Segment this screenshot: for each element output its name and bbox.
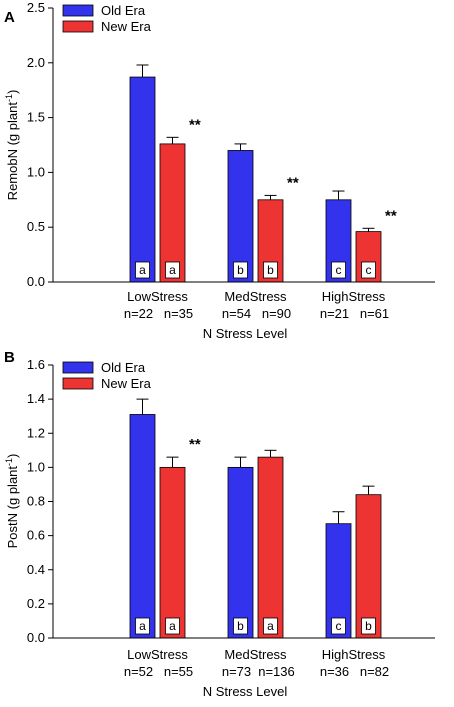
panel-letter: A [4, 9, 15, 26]
letter-box [331, 261, 346, 279]
category-label: HighStress [322, 289, 386, 304]
letter-box [263, 261, 278, 279]
letter-label: a [139, 619, 146, 633]
y-tick-label: 2.5 [27, 0, 45, 15]
letter-label: b [237, 263, 244, 277]
y-tick-label: 1.0 [27, 164, 45, 179]
y-tick-label: 1.4 [27, 391, 45, 406]
letter-label: b [237, 619, 244, 633]
legend-swatch-new [62, 377, 94, 390]
letter-label: c [366, 263, 372, 277]
letter-box [233, 617, 248, 635]
letter-box [233, 261, 248, 279]
bar-old-lowstress [129, 414, 156, 639]
n-label: n=90 [262, 306, 291, 321]
panel-letter: B [4, 349, 15, 366]
y-tick-label: 0.0 [27, 274, 45, 289]
letter-box [263, 617, 278, 635]
legend-label: Old Era [101, 360, 146, 375]
category-label: HighStress [322, 647, 386, 662]
legend-swatch-new [62, 20, 94, 33]
y-tick-label: 1.0 [27, 459, 45, 474]
legend-label: New Era [101, 19, 152, 34]
category-label: LowStress [127, 289, 188, 304]
x-axis-label: N Stress Level [203, 326, 288, 341]
letter-label: b [365, 619, 372, 633]
n-label: n=52 [124, 664, 153, 679]
legend-label: New Era [101, 376, 152, 391]
n-label: n=35 [164, 306, 193, 321]
letter-box [331, 617, 346, 635]
n-label: n=21 [320, 306, 349, 321]
letter-label: a [169, 619, 176, 633]
n-label: n=54 [222, 306, 251, 321]
y-axis-label: PostN (g plant-1) [4, 454, 20, 549]
y-tick-label: 0.8 [27, 494, 45, 509]
significance-marker: ** [189, 116, 201, 133]
y-axis-label: RemobN (g plant-1) [4, 90, 20, 201]
n-label: n=73 [222, 664, 251, 679]
letter-label: b [267, 263, 274, 277]
panel-a: Aa b c a b c ** ** ** 0.0 0.5 1.0 1.5 2.0 2.5 LowStress… [4, 0, 435, 341]
n-label: n=55 [164, 664, 193, 679]
letter-box [361, 261, 376, 279]
n-label: n=36 [320, 664, 349, 679]
letter-label: c [336, 263, 342, 277]
letter-box [361, 617, 376, 635]
y-tick-label: 0.6 [27, 528, 45, 543]
legend-swatch-old [62, 361, 94, 374]
letter-box [165, 261, 180, 279]
category-label: MedStress [224, 289, 287, 304]
significance-marker: ** [287, 174, 299, 191]
letter-box [165, 617, 180, 635]
n-label: n=61 [360, 306, 389, 321]
letter-label: a [267, 619, 274, 633]
legend-swatch-old [62, 4, 94, 17]
y-tick-label: 2.0 [27, 55, 45, 70]
bar-new-medstress [257, 456, 284, 639]
y-tick-label: 1.2 [27, 425, 45, 440]
n-label: n=82 [360, 664, 389, 679]
category-label: MedStress [224, 647, 287, 662]
letter-label: c [336, 619, 342, 633]
bar-new-lowstress [159, 143, 186, 283]
legend-label: Old Era [101, 3, 146, 18]
bar-old-lowstress [129, 76, 156, 283]
y-tick-label: 0.5 [27, 219, 45, 234]
letter-label: a [169, 263, 176, 277]
y-tick-label: 1.5 [27, 110, 45, 125]
bar-old-medstress [227, 466, 254, 639]
bar-new-highstress [355, 494, 382, 639]
significance-marker: ** [189, 436, 201, 453]
n-label: n=22 [124, 306, 153, 321]
y-tick-label: 0.4 [27, 562, 45, 577]
n-label: n=136 [258, 664, 295, 679]
x-axis-label: N Stress Level [203, 684, 288, 699]
y-tick-label: 1.6 [27, 357, 45, 372]
bar-new-lowstress [159, 466, 186, 639]
significance-marker: ** [385, 207, 397, 224]
letter-box [135, 617, 150, 635]
category-label: LowStress [127, 647, 188, 662]
y-tick-label: 0.2 [27, 596, 45, 611]
letter-box [135, 261, 150, 279]
panel-b: Ba b c a a b ** 0.0 0.2 0.4 0.6 0.8 1.0 1.2 1.4 1.6 LowS… [4, 349, 435, 699]
y-tick-label: 0.0 [27, 630, 45, 645]
letter-label: a [139, 263, 146, 277]
